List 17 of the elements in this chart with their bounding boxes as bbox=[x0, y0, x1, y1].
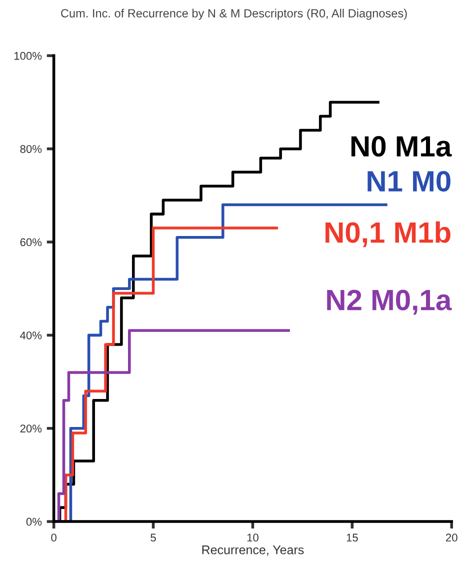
y-tick-label: 100% bbox=[14, 52, 42, 60]
y-tick-label: 80% bbox=[20, 145, 42, 153]
x-axis-title: Recurrence, Years bbox=[202, 546, 304, 556]
y-tick-label: 0% bbox=[26, 518, 42, 526]
chart-title: Cum. Inc. of Recurrence by N & M Descriptors (R0, All Diagnoses) bbox=[61, 8, 407, 20]
y-tick-label: 40% bbox=[20, 331, 42, 340]
y-tick-label: 60% bbox=[20, 238, 42, 246]
x-tick-label: 5 bbox=[150, 534, 156, 542]
series-label: N2 M0,1a bbox=[327, 290, 452, 315]
x-tick-label: 15 bbox=[346, 534, 358, 542]
x-tick-label: 0 bbox=[51, 534, 56, 542]
series-label: N0,1 M1b bbox=[326, 221, 450, 248]
x-tick-label: 10 bbox=[247, 534, 258, 542]
y-tick-label: 20% bbox=[20, 424, 42, 432]
series-label: N0 M1a bbox=[351, 136, 452, 157]
x-tick-label: 20 bbox=[446, 534, 458, 542]
series-label: N1 M0 bbox=[368, 170, 450, 192]
